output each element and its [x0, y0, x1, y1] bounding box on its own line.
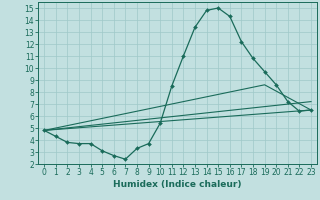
X-axis label: Humidex (Indice chaleur): Humidex (Indice chaleur)	[113, 180, 242, 189]
